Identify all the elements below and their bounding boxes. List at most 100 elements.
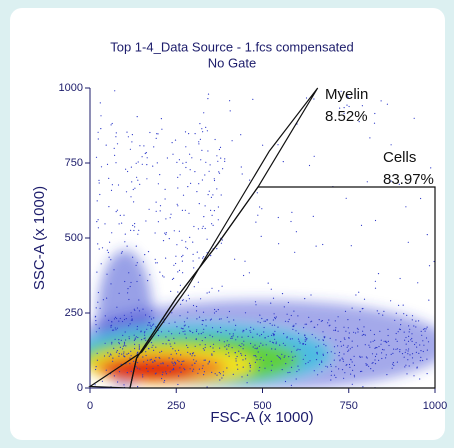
event-dot <box>199 123 201 125</box>
event-dot <box>137 161 139 163</box>
event-dot <box>124 331 126 333</box>
event-dot <box>146 359 149 361</box>
event-dot <box>145 152 147 154</box>
event-dot <box>413 325 415 327</box>
event-dot <box>330 379 332 381</box>
event-dot <box>160 118 162 120</box>
event-dot <box>387 328 389 330</box>
x-axis-label: FSC-A (x 1000) <box>210 409 313 426</box>
event-dot <box>192 304 195 307</box>
event-dot <box>232 333 234 335</box>
event-dot <box>243 274 245 277</box>
event-dot <box>157 183 159 185</box>
event-dot <box>110 354 112 356</box>
event-dot <box>147 347 150 350</box>
event-dot <box>108 256 110 258</box>
event-dot <box>192 253 194 255</box>
event-dot <box>361 334 363 336</box>
event-dot <box>180 327 182 329</box>
event-dot <box>138 229 140 231</box>
event-dot <box>137 179 139 181</box>
event-dot <box>232 335 234 337</box>
event-dot <box>220 242 222 244</box>
event-dot <box>353 376 356 378</box>
event-dot <box>134 338 136 340</box>
event-dot <box>291 211 293 213</box>
event-dot <box>196 329 198 331</box>
event-dot <box>202 311 205 313</box>
event-dot <box>176 161 178 163</box>
event-dot <box>380 100 382 102</box>
event-dot <box>213 350 215 353</box>
event-dot <box>339 107 341 109</box>
event-dot <box>179 315 181 317</box>
event-dot <box>188 133 190 135</box>
event-dot <box>172 358 174 360</box>
event-dot <box>135 336 137 338</box>
event-dot <box>110 189 113 191</box>
event-dot <box>286 336 288 338</box>
event-dot <box>173 369 175 371</box>
gate-percent: 8.52% <box>325 108 368 125</box>
event-dot <box>416 366 418 368</box>
event-dot <box>279 357 281 359</box>
event-dot <box>178 375 180 377</box>
event-dot <box>347 319 349 321</box>
event-dot <box>405 349 407 351</box>
event-dot <box>394 319 396 321</box>
event-dot <box>141 339 143 341</box>
event-dot <box>183 321 186 323</box>
event-dot <box>183 360 185 362</box>
event-dot <box>185 337 187 339</box>
event-dot <box>333 374 336 376</box>
event-dot <box>410 339 412 341</box>
event-dot <box>118 353 120 355</box>
event-dot <box>321 360 323 362</box>
event-dot <box>161 377 163 380</box>
event-dot <box>176 244 178 246</box>
event-dot <box>288 318 290 320</box>
event-dot <box>137 336 139 339</box>
event-dot <box>260 342 262 344</box>
event-dot <box>106 163 109 165</box>
event-dot <box>289 371 291 373</box>
event-dot <box>259 366 261 369</box>
event-dot <box>393 364 395 367</box>
event-dot <box>343 326 345 328</box>
event-dot <box>201 179 203 181</box>
event-dot <box>395 332 397 335</box>
event-dot <box>315 245 317 247</box>
event-dot <box>256 333 258 335</box>
event-dot <box>130 196 132 198</box>
event-dot <box>143 338 145 340</box>
event-dot <box>201 149 203 151</box>
event-dot <box>403 356 405 358</box>
event-dot <box>160 331 163 333</box>
event-dot <box>361 105 363 107</box>
event-dot <box>317 324 319 326</box>
event-dot <box>172 362 174 365</box>
event-dot <box>184 131 187 133</box>
event-dot <box>318 319 320 321</box>
event-dot <box>217 219 219 221</box>
event-dot <box>386 374 388 376</box>
event-dot <box>211 354 213 356</box>
event-dot <box>169 343 171 345</box>
event-dot <box>385 357 387 359</box>
event-dot <box>145 351 147 353</box>
event-dot <box>96 221 98 223</box>
event-dot <box>218 171 220 173</box>
event-dot <box>182 328 184 330</box>
event-dot <box>129 285 131 288</box>
event-dot <box>363 333 365 336</box>
event-dot <box>193 286 195 288</box>
event-dot <box>372 362 374 364</box>
event-dot <box>381 348 384 351</box>
event-dot <box>281 293 284 295</box>
event-dot <box>99 307 101 309</box>
event-dot <box>185 161 187 163</box>
event-dot <box>95 156 98 158</box>
event-dot <box>368 365 370 367</box>
event-dot <box>125 345 127 347</box>
event-dot <box>359 355 361 357</box>
